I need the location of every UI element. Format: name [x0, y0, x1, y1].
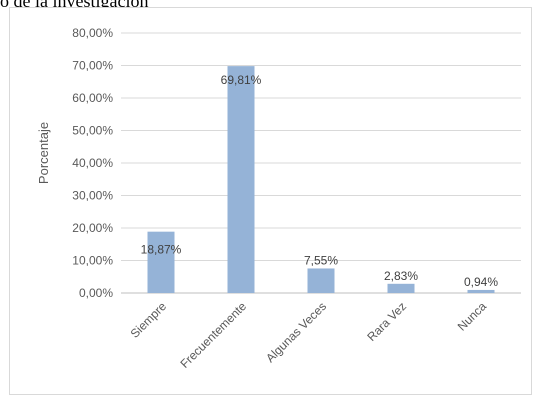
bar-siempre — [147, 231, 175, 293]
x-tick-label: Frecuentemente — [177, 299, 249, 371]
bar-rara-vez — [387, 283, 415, 293]
chart-frame: 0,00% 10,00% 20,00% 30,00% 40,00% 50,00% 60,00… — [9, 7, 532, 395]
y-tick-label: 30,00% — [72, 189, 113, 203]
y-axis-ticks: 0,00% 10,00% 20,00% 30,00% 40,00% 50,00% 60,00… — [72, 26, 113, 300]
data-label: 69,81% — [221, 73, 262, 87]
bars — [147, 66, 495, 294]
x-tick-label: Rara Vez — [364, 299, 409, 344]
x-tick-label: Siempre — [128, 299, 170, 341]
bar-algunas-veces — [307, 268, 335, 293]
y-tick-label: 20,00% — [72, 221, 113, 235]
y-axis-label: Porcentaje — [36, 122, 51, 184]
bar-frecuentemente — [227, 66, 255, 294]
y-tick-label: 0,00% — [79, 286, 113, 300]
y-tick-label: 60,00% — [72, 91, 113, 105]
y-tick-label: 10,00% — [72, 254, 113, 268]
y-tick-label: 40,00% — [72, 156, 113, 170]
document-heading: o de la investigación — [0, 0, 149, 11]
data-label: 0,94% — [464, 275, 498, 289]
bar-chart: 0,00% 10,00% 20,00% 30,00% 40,00% 50,00% 60,00… — [36, 26, 521, 371]
x-tick-label: Algunas Veces — [263, 299, 329, 365]
x-axis-ticks: Siempre Frecuentemente Algunas Veces Rara V… — [128, 299, 490, 371]
y-tick-label: 70,00% — [72, 59, 113, 73]
data-label: 7,55% — [304, 253, 338, 267]
data-labels: 18,87% 69,81% 7,55% 2,83% 0,94% — [141, 73, 499, 289]
bar-nunca — [467, 289, 495, 293]
y-tick-label: 80,00% — [72, 26, 113, 40]
data-label: 2,83% — [384, 269, 418, 283]
y-tick-label: 50,00% — [72, 124, 113, 138]
data-label: 18,87% — [141, 243, 182, 257]
gridlines — [121, 32, 521, 294]
x-tick-label: Nunca — [455, 299, 490, 334]
